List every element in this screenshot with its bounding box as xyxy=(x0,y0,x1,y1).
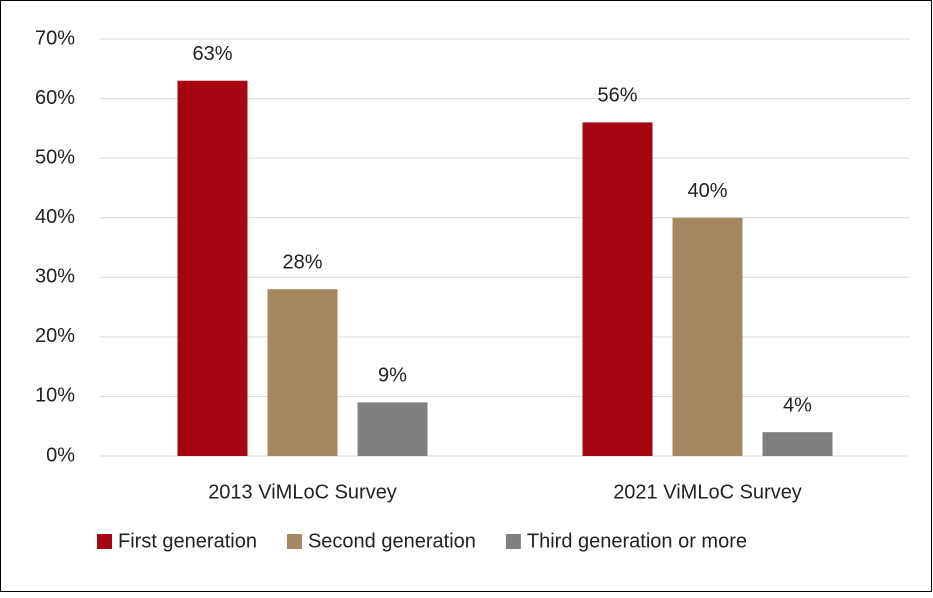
bar xyxy=(177,80,248,456)
y-tick-label: 10% xyxy=(35,385,75,407)
value-label: 63% xyxy=(192,43,232,65)
legend-label: Third generation or more xyxy=(527,530,747,552)
value-label: 56% xyxy=(597,85,637,107)
value-label: 40% xyxy=(687,180,727,202)
legend-swatch xyxy=(286,534,302,549)
legend-swatch xyxy=(97,534,112,549)
bar xyxy=(267,289,338,456)
y-tick-label: 40% xyxy=(35,206,75,228)
x-tick-label: 2021 ViMLoC Survey xyxy=(613,481,802,503)
bar xyxy=(582,122,653,457)
y-tick-label: 50% xyxy=(35,146,75,168)
y-tick-label: 0% xyxy=(46,444,75,466)
bar xyxy=(357,402,428,456)
x-tick-label: 2013 ViMLoC Survey xyxy=(208,481,397,503)
value-label: 28% xyxy=(282,251,322,273)
legend-label: First generation xyxy=(118,530,257,552)
y-tick-label: 60% xyxy=(35,87,75,109)
legend-swatch xyxy=(505,534,521,549)
y-tick-label: 70% xyxy=(35,27,75,49)
bar xyxy=(762,432,833,456)
y-tick-label: 30% xyxy=(35,266,75,288)
bar xyxy=(672,217,743,456)
value-label: 9% xyxy=(378,365,407,387)
value-label: 4% xyxy=(783,394,812,416)
legend-label: Second generation xyxy=(308,530,476,552)
y-tick-label: 20% xyxy=(35,325,75,347)
